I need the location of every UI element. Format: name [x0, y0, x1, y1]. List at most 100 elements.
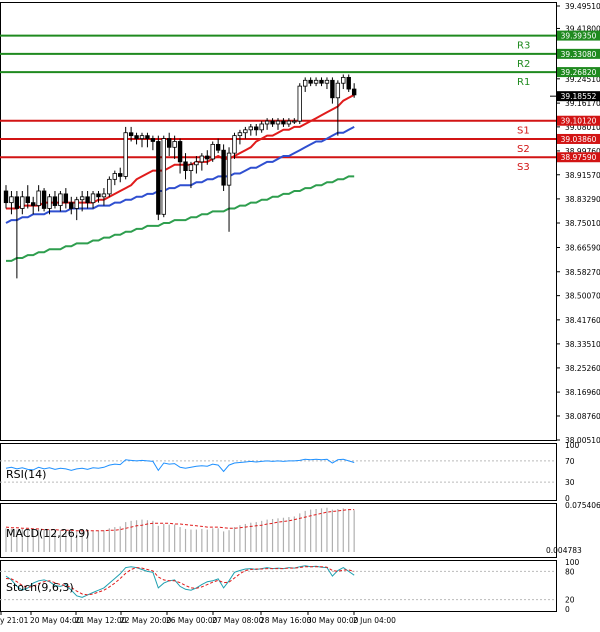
candle-body: [341, 76, 346, 84]
candle-body: [118, 173, 123, 177]
price-tick-label: 38.66590: [565, 244, 600, 253]
candle-body: [330, 79, 335, 99]
price-tick-label: 38.99760: [565, 147, 600, 156]
candle-body: [286, 120, 292, 125]
rsi-tick-label: 70: [565, 457, 575, 466]
candle-body: [9, 196, 14, 204]
level-label-s3: S3: [517, 162, 530, 173]
candle-body: [210, 143, 215, 160]
time-tick-label: 27 May 08:00: [212, 616, 264, 625]
candle-body: [134, 135, 139, 139]
candle-body: [25, 196, 30, 204]
price-tick-label: 38.41760: [565, 316, 600, 325]
level-label-s1: S1: [517, 126, 530, 137]
time-tick-label: 28 May 16:00: [260, 616, 312, 625]
candle-body: [215, 143, 221, 151]
time-tick-label: 20 May 04:00: [30, 616, 82, 625]
price-tick-label: 38.33510: [565, 340, 600, 349]
candle-body: [150, 138, 156, 142]
candle-body: [248, 126, 253, 131]
level-label-r2: R2: [517, 59, 530, 70]
candle-body: [275, 120, 281, 125]
candle-body: [74, 199, 79, 209]
candle-body: [30, 202, 36, 206]
candle-body: [79, 196, 85, 201]
candle-body: [188, 164, 194, 171]
candle-body: [183, 161, 188, 171]
candle-body: [90, 193, 96, 204]
candle-body: [199, 155, 205, 163]
stoch-tick-label: 20: [565, 596, 575, 605]
candle-body: [319, 79, 324, 84]
rsi-line: [5, 458, 355, 473]
candle-body: [96, 193, 101, 198]
candle-body: [243, 129, 248, 134]
candle-body: [264, 120, 270, 125]
candle-body: [346, 76, 351, 90]
price-tick-label: 38.25260: [565, 364, 600, 373]
candle-body: [302, 79, 308, 87]
rsi-pane-frame: [0, 443, 557, 501]
price-tick-label: 38.91570: [565, 171, 600, 180]
price-tick-label: 39.16170: [565, 99, 600, 108]
candle-body: [226, 152, 232, 186]
candle-body: [41, 190, 47, 209]
candle-body: [58, 193, 63, 206]
price-tick-label: 38.16960: [565, 388, 600, 397]
candle-body: [172, 141, 177, 148]
price-tick-label: 39.08010: [565, 123, 600, 132]
stoch-tick-label: 0: [565, 605, 570, 614]
candle-body: [313, 79, 319, 84]
candle-body: [128, 132, 134, 137]
candle-body: [177, 141, 183, 163]
price-tick-label: 38.75010: [565, 219, 600, 228]
candle-body: [161, 138, 166, 215]
price-tick-label: 38.50070: [565, 292, 600, 301]
time-tick-label: 22 May 20:00: [120, 616, 172, 625]
level-price-box: [557, 48, 600, 59]
candle-body: [335, 82, 341, 99]
level-price-label: 39.26820: [561, 68, 597, 77]
level-price-label: 39.10120: [561, 117, 597, 126]
candle-body: [281, 120, 286, 125]
candle-body: [145, 135, 150, 139]
level-price-box: [557, 133, 600, 144]
candle-body: [112, 173, 117, 180]
rsi-tick-label: 100: [565, 441, 580, 450]
candle-body: [308, 79, 313, 84]
candle-body: [139, 135, 145, 139]
macd-tick-label: 0.004783: [546, 546, 582, 555]
rsi-label: RSI(14): [6, 468, 46, 481]
price-tick-label: 39.49510: [565, 2, 600, 11]
level-label-s2: S2: [517, 144, 530, 155]
candle-body: [69, 202, 74, 209]
time-tick-label: 26 May 00:00: [166, 616, 218, 625]
price-tick-label: 39.24510: [565, 75, 600, 84]
moving-average-line-2: [5, 126, 355, 224]
stoch-tick-label: 80: [565, 567, 575, 576]
candle-body: [3, 190, 9, 204]
candle-body: [52, 196, 58, 206]
stoch-pane-frame: [0, 560, 557, 612]
moving-average-line-3: [6, 175, 355, 262]
time-tick-label: y 21:01: [0, 616, 29, 625]
level-price-label: 39.33080: [561, 50, 597, 59]
candle-body: [166, 138, 172, 148]
candle-body: [36, 190, 41, 206]
candle-body: [194, 161, 199, 166]
candle-body: [351, 88, 357, 96]
time-tick-label: 21 May 12:00: [75, 616, 127, 625]
level-price-label: 38.97590: [561, 153, 597, 162]
candle-body: [270, 120, 275, 125]
time-tick-label: 2 Jun 04:00: [353, 616, 396, 625]
candle-body: [85, 196, 90, 204]
candle-body: [107, 178, 112, 195]
macd-label: MACD(12,26,9): [6, 527, 90, 540]
time-tick-label: 30 May 00:00: [307, 616, 359, 625]
price-tick-label: 38.58270: [565, 268, 600, 277]
stoch-tick-label: 100: [565, 558, 580, 567]
candle-body: [14, 196, 20, 209]
main-pane-frame: [0, 2, 557, 441]
